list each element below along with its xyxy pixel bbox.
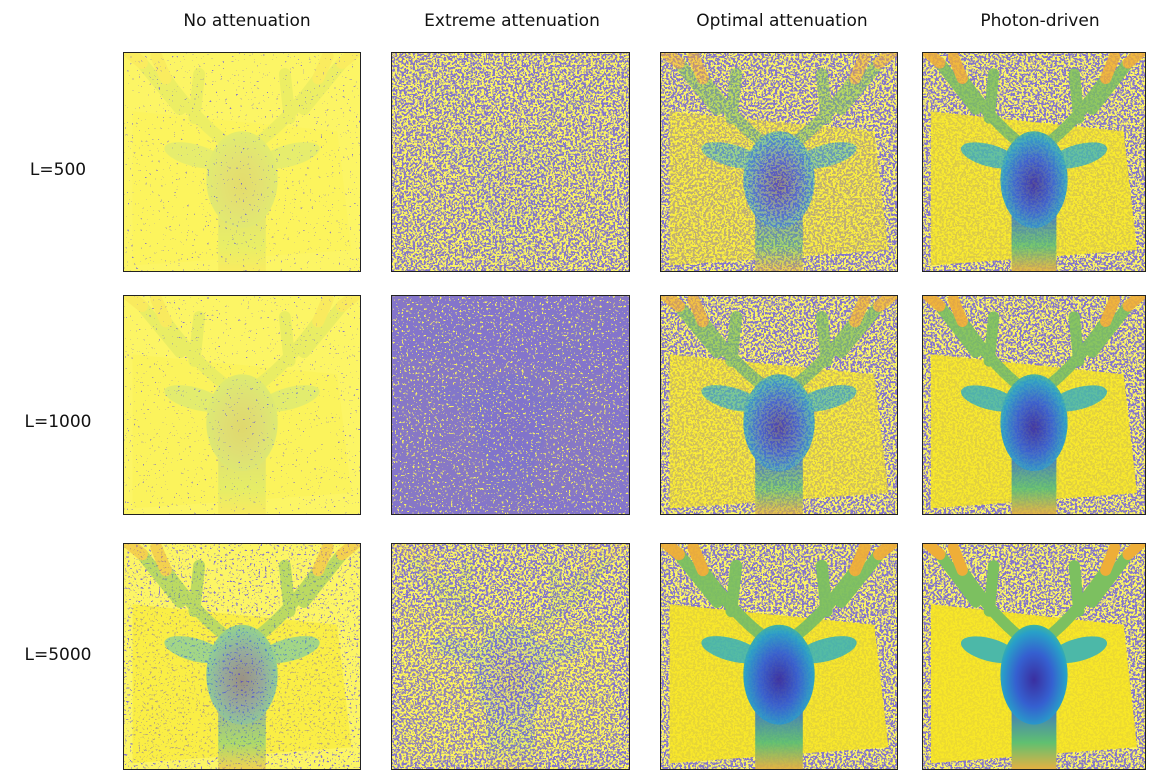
page: {"column_headers": ["No attenuation", "E… bbox=[0, 0, 1150, 778]
row-label: L=500 bbox=[30, 160, 86, 180]
head bbox=[206, 131, 277, 228]
head bbox=[743, 131, 814, 228]
row-label: L=1000 bbox=[25, 412, 92, 432]
head bbox=[743, 374, 814, 471]
head bbox=[743, 625, 814, 725]
image-panel bbox=[123, 291, 361, 515]
column-header: No attenuation bbox=[183, 11, 310, 31]
image-panel bbox=[391, 48, 630, 272]
image-panel bbox=[660, 291, 898, 515]
image-panel bbox=[123, 48, 361, 272]
image-panel bbox=[922, 48, 1146, 272]
column-header: Optimal attenuation bbox=[696, 11, 867, 31]
head bbox=[206, 625, 277, 725]
figure-grid: No attenuation Extreme attenuation Optimal… bbox=[0, 0, 1150, 778]
head bbox=[1000, 374, 1067, 471]
head bbox=[206, 374, 277, 471]
head bbox=[1000, 131, 1067, 228]
image-panel bbox=[391, 291, 630, 515]
column-header: Photon-driven bbox=[980, 11, 1099, 31]
head bbox=[1000, 625, 1067, 725]
image-panel bbox=[660, 538, 898, 770]
image-panel bbox=[922, 538, 1146, 770]
image-panel bbox=[123, 538, 361, 770]
image-panel bbox=[391, 538, 630, 770]
image-panel bbox=[660, 48, 898, 272]
head bbox=[475, 131, 547, 228]
head bbox=[475, 625, 547, 725]
image-panel bbox=[922, 291, 1146, 515]
row-label: L=5000 bbox=[25, 645, 92, 665]
column-header: Extreme attenuation bbox=[424, 11, 600, 31]
head bbox=[475, 374, 547, 471]
